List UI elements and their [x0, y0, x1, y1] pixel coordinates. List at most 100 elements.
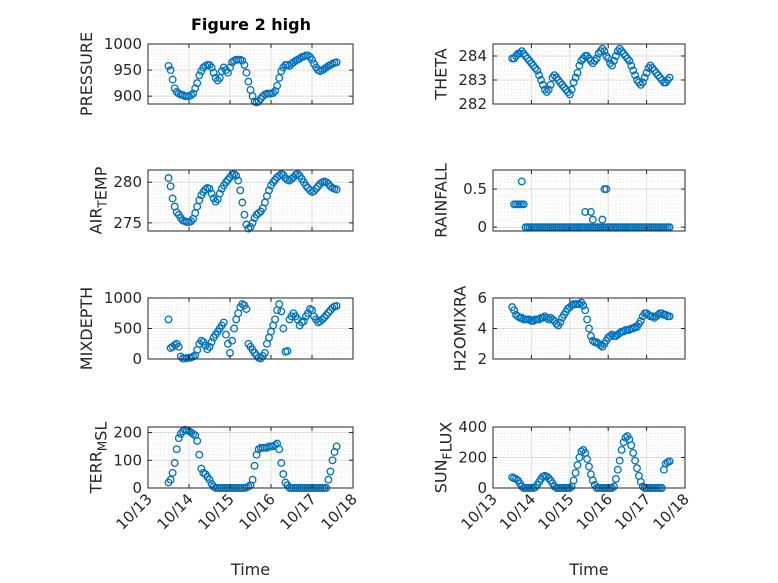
- chart-5-data-point: [606, 332, 615, 341]
- chart-4-data-point: [250, 348, 259, 357]
- chart-2-data-point: [326, 182, 335, 191]
- chart-1-ytick-label: 284: [458, 47, 487, 65]
- chart-2-data-point: [248, 218, 257, 227]
- chart-0-axes-box: [147, 43, 354, 105]
- chart-2-data-point: [244, 224, 253, 233]
- chart-4-data-point: [324, 308, 333, 317]
- chart-7-data-point: [621, 433, 630, 442]
- chart-2-data-point: [201, 185, 210, 194]
- chart-6-data-point: [279, 470, 288, 479]
- chart-1-axes-box: [492, 43, 686, 105]
- chart-5-ytick-label: 2: [477, 350, 487, 368]
- chart-7-ytick-label: 400: [458, 418, 487, 436]
- chart-5-data-point: [581, 306, 590, 315]
- chart-1-data-point: [629, 66, 638, 75]
- chart-4-data-point: [277, 307, 286, 316]
- chart-1-ylabel: THETA: [432, 48, 451, 100]
- chart-0-data-point: [303, 51, 312, 60]
- chart-1-data-point: [638, 78, 647, 87]
- chart-7-data-point: [617, 445, 626, 454]
- chart-0-data-point: [244, 77, 253, 86]
- chart-5-data-point: [552, 319, 561, 328]
- chart-1-data-point: [533, 66, 542, 75]
- chart-1-ytick-label: 282: [458, 95, 487, 113]
- chart-4-data-point: [164, 315, 173, 324]
- chart-2-data-point: [172, 208, 181, 217]
- chart-7-data-point: [573, 461, 582, 470]
- chart-4-ylabel: MIXDEPTH: [77, 287, 96, 370]
- chart-3-ytick-label: 0.5: [463, 180, 487, 198]
- chart-1-data-point: [569, 78, 578, 87]
- chart-5-data-point: [575, 300, 584, 309]
- chart-7-data-point: [613, 465, 622, 474]
- chart-3-data-point: [519, 200, 528, 209]
- chart-2-data-point: [211, 197, 220, 206]
- chart-7-data-point: [615, 456, 624, 465]
- chart-0-ylabel: PRESSURE: [77, 32, 96, 116]
- chart-5-data-point: [629, 324, 638, 333]
- chart-4-data-point: [203, 345, 212, 354]
- chart-4-data-point: [207, 337, 216, 346]
- chart-1-data-point: [540, 85, 549, 94]
- chart-4-data-point: [283, 347, 292, 356]
- chart-2-data-point: [254, 209, 263, 218]
- chart-1-data-point: [512, 52, 520, 60]
- subplot-rainfall: 0 0.5 RAINFALL: [432, 163, 686, 238]
- chart-1-data-point: [592, 54, 601, 63]
- chart-0-ytick-label: 900: [113, 87, 142, 105]
- chart-2-points: [164, 170, 341, 233]
- chart-1-data-point: [535, 71, 544, 80]
- chart-4-points: [164, 300, 341, 363]
- chart-5-data-point: [556, 318, 565, 327]
- chart-1-data-point: [560, 83, 568, 92]
- chart-6-data-point: [168, 468, 177, 477]
- chart-4-data-point: [230, 324, 239, 333]
- chart-5-data-point: [510, 306, 519, 315]
- chart-0-data-point: [168, 75, 177, 84]
- chart-5-points: [508, 298, 674, 351]
- chart-1-data-point: [636, 80, 645, 89]
- chart-1-data-point: [640, 73, 649, 82]
- chart-1-data-point: [631, 71, 640, 80]
- chart-5-data-point: [654, 310, 663, 319]
- chart-7-data-point: [665, 457, 674, 466]
- chart-7-data-point: [571, 468, 580, 477]
- chart-6-data-point: [197, 464, 206, 473]
- chart-0-data-point: [269, 89, 278, 97]
- chart-6-ytick-label: 200: [113, 424, 142, 442]
- chart-2-data-point: [301, 181, 310, 190]
- chart-5-data-point: [665, 312, 674, 321]
- chart-5-data-point: [585, 324, 593, 333]
- chart-4-data-point: [275, 300, 284, 309]
- chart-3-data-point: [598, 215, 607, 224]
- chart-1-data-point: [571, 73, 580, 82]
- chart-4-ytick-label: 1000: [104, 289, 142, 307]
- chart-1-data-point: [646, 61, 655, 70]
- chart-4-data-point: [320, 313, 329, 322]
- chart-6-data-point: [275, 445, 284, 454]
- chart-5-data-point: [586, 332, 595, 341]
- chart-7-data-point: [588, 476, 597, 485]
- chart-7-data-point: [631, 456, 640, 465]
- chart-4-data-point: [299, 317, 308, 326]
- chart-7-data-point: [627, 441, 636, 450]
- chart-2-data-point: [164, 174, 173, 183]
- chart-3-data-point: [517, 177, 526, 186]
- chart-7-ylabel: SUNFLUX: [432, 422, 456, 494]
- chart-0-data-point: [273, 81, 282, 90]
- chart-1-data-point: [567, 85, 576, 94]
- chart-5-data-point: [579, 301, 588, 310]
- chart-4-data-point: [271, 315, 280, 324]
- chart-2-data-point: [287, 174, 296, 183]
- chart-0-data-point: [308, 55, 316, 64]
- chart-2-ylabel: AIRTEMP: [87, 166, 111, 234]
- chart-6-data-point: [248, 475, 257, 484]
- chart-6-data-point: [277, 459, 286, 467]
- chart-5-data-point: [608, 330, 616, 339]
- chart-2-data-point: [168, 194, 177, 203]
- chart-1-points: [508, 44, 674, 99]
- chart-2-data-point: [187, 217, 196, 226]
- chart-2-data-point: [312, 184, 321, 193]
